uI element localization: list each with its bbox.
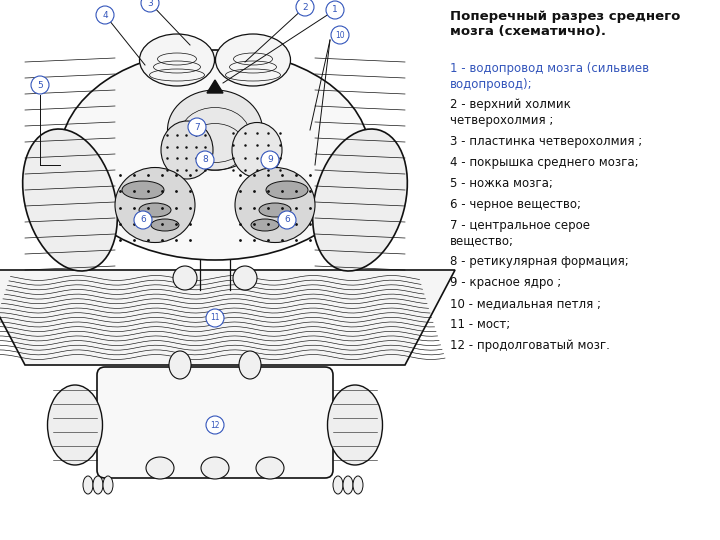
Text: 12 - продолговатый мозг.: 12 - продолговатый мозг. [450,339,610,352]
Ellipse shape [353,476,363,494]
Ellipse shape [151,219,179,231]
Ellipse shape [139,203,171,217]
Ellipse shape [215,34,290,86]
Text: 10: 10 [336,30,345,39]
Ellipse shape [93,476,103,494]
Text: 8 - ретикулярная формация;: 8 - ретикулярная формация; [450,255,629,268]
Text: 9 - красное ядро ;: 9 - красное ядро ; [450,276,562,289]
Text: 2 - верхний холмик
четверохолмия ;: 2 - верхний холмик четверохолмия ; [450,98,571,127]
Ellipse shape [168,90,263,170]
Circle shape [261,151,279,169]
Ellipse shape [169,351,191,379]
Text: 7 - центральное серое
вещество;: 7 - центральное серое вещество; [450,219,590,247]
Text: 6: 6 [140,215,146,225]
Text: 6: 6 [284,215,290,225]
Ellipse shape [60,50,370,260]
Ellipse shape [328,385,382,465]
Ellipse shape [266,181,308,199]
Text: 10 - медиальная петля ;: 10 - медиальная петля ; [450,297,601,310]
Text: 5: 5 [37,80,43,90]
Circle shape [196,151,214,169]
Circle shape [31,76,49,94]
Ellipse shape [333,476,343,494]
Text: 9: 9 [267,156,273,165]
Text: 11: 11 [210,314,220,322]
Ellipse shape [259,203,291,217]
Text: Поперечный разрез среднего
мозга (схематично).: Поперечный разрез среднего мозга (схемат… [450,10,680,38]
Circle shape [173,266,197,290]
Ellipse shape [48,385,102,465]
Circle shape [188,118,206,136]
Circle shape [134,211,152,229]
Ellipse shape [103,476,113,494]
Ellipse shape [201,457,229,479]
Ellipse shape [235,167,315,242]
Ellipse shape [232,123,282,178]
Circle shape [296,0,314,16]
Text: 1: 1 [332,5,338,15]
Text: 8: 8 [202,156,208,165]
Polygon shape [0,270,455,365]
Circle shape [206,416,224,434]
Polygon shape [207,80,223,93]
Text: 7: 7 [194,123,200,132]
Text: 4: 4 [102,10,108,19]
Text: 2: 2 [302,3,308,11]
Ellipse shape [146,457,174,479]
Ellipse shape [115,167,195,242]
Text: 6 - черное вещество;: 6 - черное вещество; [450,198,581,211]
Circle shape [233,266,257,290]
Ellipse shape [140,34,215,86]
Ellipse shape [22,129,117,271]
Text: 1 - водопровод мозга (сильвиев
водопровод);: 1 - водопровод мозга (сильвиев водопрово… [450,62,649,91]
Ellipse shape [343,476,353,494]
Circle shape [331,26,349,44]
Ellipse shape [312,129,408,271]
Text: 11 - мост;: 11 - мост; [450,318,510,331]
Ellipse shape [161,121,213,179]
Ellipse shape [122,181,164,199]
Circle shape [141,0,159,12]
Text: 4 - покрышка среднего мозга;: 4 - покрышка среднего мозга; [450,156,639,169]
Ellipse shape [256,457,284,479]
Circle shape [206,309,224,327]
Circle shape [326,1,344,19]
Circle shape [278,211,296,229]
Text: 5 - ножка мозга;: 5 - ножка мозга; [450,177,553,190]
Ellipse shape [251,219,279,231]
FancyBboxPatch shape [97,367,333,478]
Text: 3: 3 [147,0,153,8]
Circle shape [96,6,114,24]
Ellipse shape [83,476,93,494]
Text: 12: 12 [210,421,220,429]
Ellipse shape [239,351,261,379]
Text: 3 - пластинка четверохолмия ;: 3 - пластинка четверохолмия ; [450,135,642,148]
